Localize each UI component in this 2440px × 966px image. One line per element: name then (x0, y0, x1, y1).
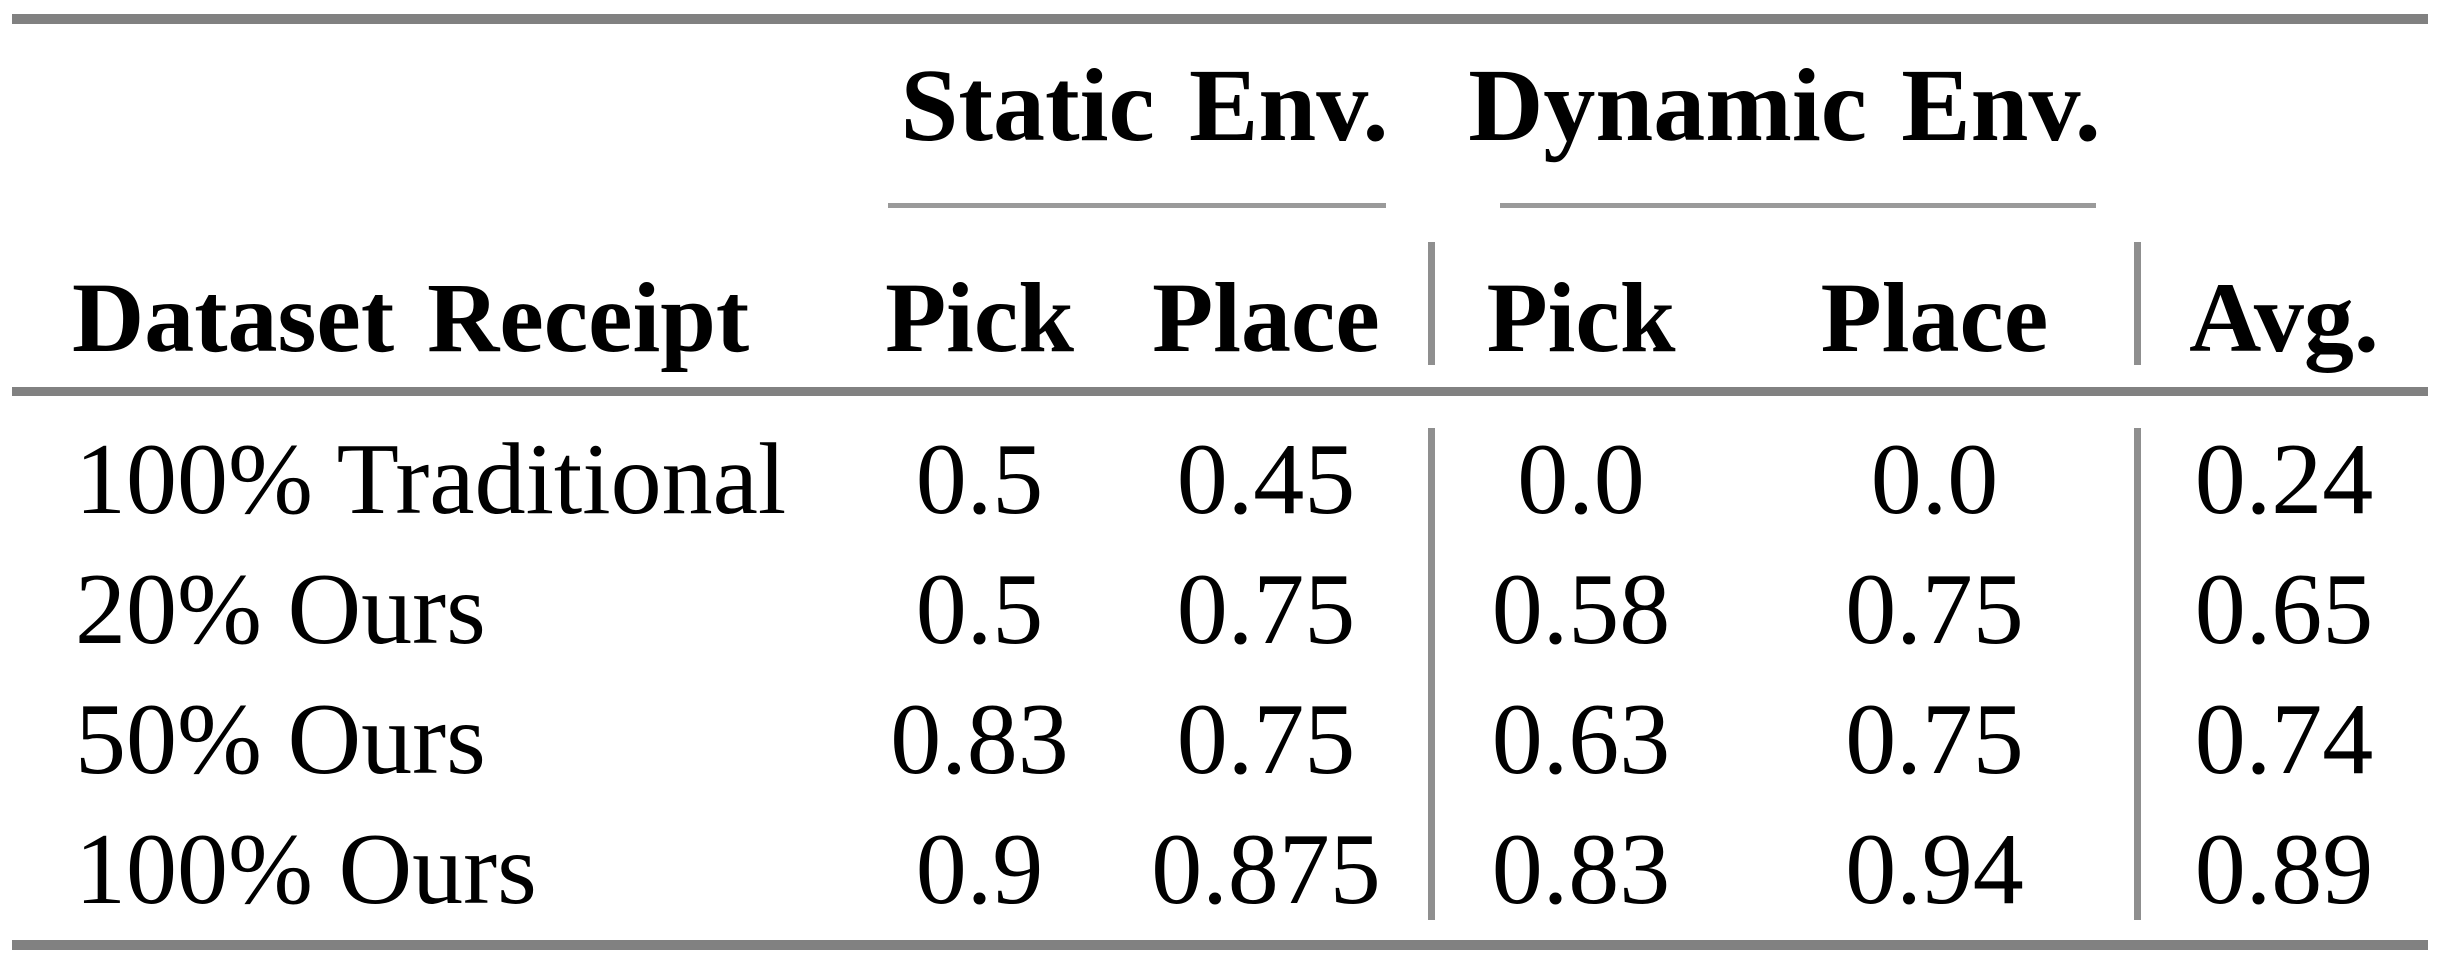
cell-avg: 0.89 (2194, 813, 2374, 926)
cell-dynamic-pick: 0.63 (1491, 683, 1671, 796)
cmidrule-dynamic-env (1500, 203, 2096, 208)
cell-dynamic-pick: 0.83 (1491, 813, 1671, 926)
vertical-separator-avg-header (2134, 242, 2141, 365)
column-header-dataset-receipt: Dataset Receipt (72, 262, 750, 373)
group-header-dynamic-env: Dynamic Env. (1468, 48, 2101, 163)
vertical-separator-static-dynamic-header (1428, 242, 1435, 365)
row-label-20-ours: 20% Ours (75, 553, 486, 666)
vertical-separator-static-dynamic-body (1428, 428, 1435, 920)
group-header-static-env: Static Env. (900, 48, 1389, 163)
cell-dynamic-place: 0.75 (1845, 553, 2024, 666)
cell-avg: 0.24 (2194, 423, 2374, 536)
cell-static-place: 0.75 (1176, 683, 1356, 796)
cell-static-pick: 0.5 (915, 423, 1044, 536)
column-header-avg: Avg. (2189, 262, 2379, 373)
cell-avg: 0.65 (2194, 553, 2374, 666)
table-top-rule (12, 14, 2428, 24)
cell-static-place: 0.45 (1176, 423, 1356, 536)
cell-dynamic-pick: 0.0 (1517, 423, 1645, 536)
table-mid-rule (12, 387, 2428, 396)
cell-dynamic-place: 0.75 (1845, 683, 2024, 796)
cell-static-pick: 0.9 (915, 813, 1044, 926)
table-bottom-rule (12, 940, 2428, 950)
column-header-static-place: Place (1152, 262, 1380, 373)
row-label-100-ours: 100% Ours (75, 813, 537, 926)
spacer-cell (2138, 24, 2430, 240)
column-header-dynamic-pick: Pick (1486, 262, 1676, 373)
cell-dynamic-pick: 0.58 (1491, 553, 1671, 666)
cell-static-place: 0.75 (1176, 553, 1356, 666)
cell-dynamic-place: 0.0 (1870, 423, 1999, 536)
cell-dynamic-place: 0.94 (1845, 813, 2024, 926)
spacer-cell (10, 24, 858, 240)
cell-static-place: 0.875 (1151, 813, 1381, 926)
spacer-row (10, 396, 2430, 415)
results-table: Static Env. Dynamic Env. Dataset Receipt… (10, 24, 2430, 935)
cell-static-pick: 0.5 (915, 553, 1044, 666)
row-label-50-ours: 50% Ours (75, 683, 486, 796)
cell-static-pick: 0.83 (890, 683, 1069, 796)
column-header-dynamic-place: Place (1820, 262, 2049, 373)
row-label-100-traditional: 100% Traditional (75, 423, 787, 536)
cmidrule-static-env (888, 203, 1386, 208)
column-header-static-pick: Pick (885, 262, 1074, 373)
vertical-separator-avg-body (2134, 428, 2141, 920)
cell-avg: 0.74 (2194, 683, 2374, 796)
